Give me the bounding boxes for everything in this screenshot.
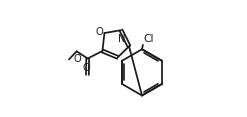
Text: Cl: Cl (143, 34, 153, 44)
Text: O: O (95, 27, 103, 37)
Text: O: O (73, 54, 81, 64)
Text: O: O (83, 63, 91, 73)
Text: N: N (118, 34, 125, 44)
